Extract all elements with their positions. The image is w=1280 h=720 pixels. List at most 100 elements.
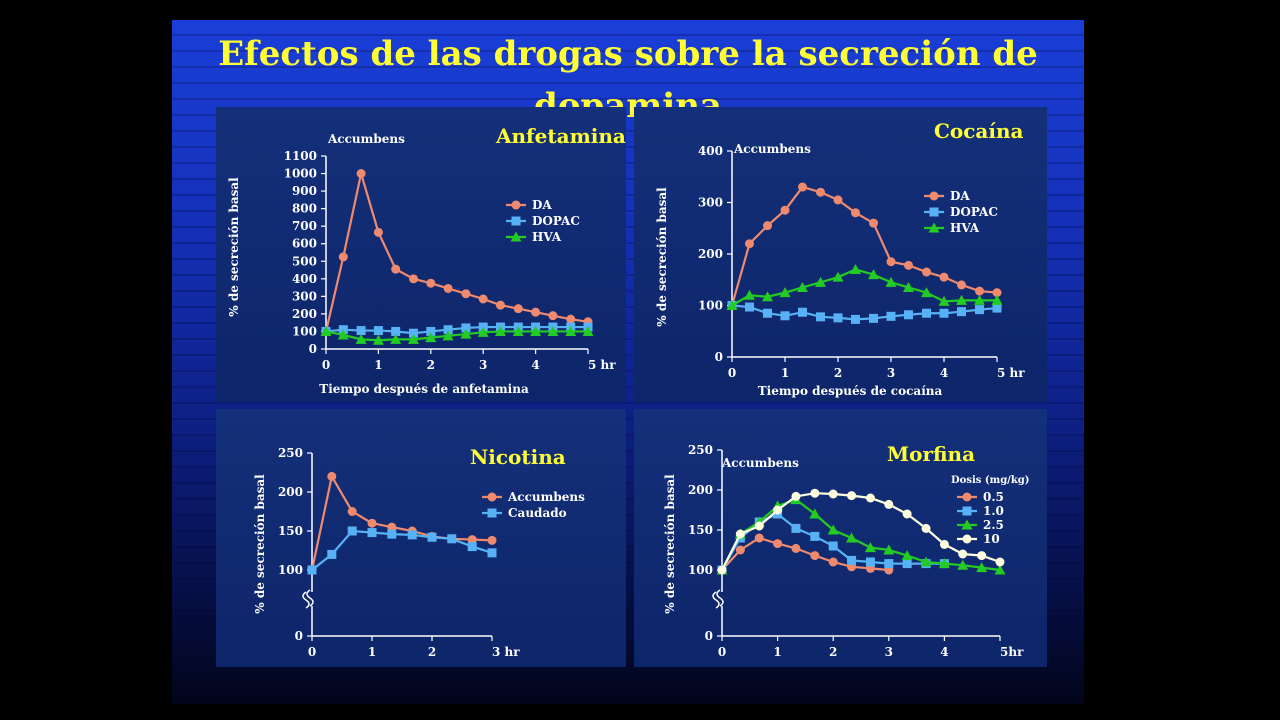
legend-marker bbox=[929, 191, 939, 201]
series-line-dopac bbox=[325, 325, 588, 335]
data-point bbox=[495, 300, 505, 310]
data-point bbox=[791, 491, 801, 501]
y-tick-label: 900 bbox=[292, 184, 317, 198]
y-tick-label: 0 bbox=[295, 629, 303, 643]
data-point bbox=[356, 326, 366, 336]
series-line-0-5 bbox=[721, 536, 889, 572]
data-point bbox=[327, 549, 337, 559]
x-tick-label: 0 bbox=[308, 645, 316, 659]
legend-label: HVA bbox=[950, 221, 980, 235]
data-point bbox=[938, 558, 950, 569]
y-tick-label: 600 bbox=[292, 237, 317, 251]
data-point bbox=[884, 559, 894, 569]
slide-title-line1: Efectos de las drogas sobre la secreción… bbox=[218, 34, 1038, 74]
data-point bbox=[809, 508, 821, 519]
data-point bbox=[902, 559, 912, 569]
data-point bbox=[408, 333, 420, 344]
data-point bbox=[994, 564, 1006, 575]
data-point bbox=[922, 267, 932, 277]
y-tick-label: 0 bbox=[715, 350, 723, 364]
data-point bbox=[902, 281, 914, 292]
data-point bbox=[886, 311, 896, 321]
y-tick-label: 150 bbox=[688, 523, 713, 537]
data-point bbox=[780, 205, 790, 215]
data-point bbox=[902, 509, 912, 519]
legend-label: 10 bbox=[983, 532, 1000, 546]
data-point bbox=[847, 491, 857, 501]
data-point bbox=[977, 551, 987, 561]
chart-panel-morfina: MorfinaAccumbens0100150200250012345hrTie… bbox=[634, 409, 1047, 667]
data-point bbox=[373, 227, 383, 237]
data-point bbox=[442, 330, 454, 341]
region-label: Accumbens bbox=[721, 456, 799, 470]
axis-break-mark bbox=[712, 591, 720, 609]
data-point bbox=[390, 333, 402, 344]
data-point bbox=[387, 529, 397, 539]
legend-marker bbox=[928, 222, 940, 233]
data-point bbox=[478, 294, 488, 304]
data-point bbox=[773, 539, 783, 549]
legend-marker bbox=[962, 492, 972, 502]
y-tick-label: 300 bbox=[698, 196, 723, 210]
series-line-accumbens bbox=[310, 473, 493, 571]
data-point bbox=[426, 278, 436, 288]
y-tick-label: 100 bbox=[688, 563, 713, 577]
data-point bbox=[347, 507, 357, 516]
data-point bbox=[487, 535, 497, 545]
y-tick-label: 200 bbox=[278, 485, 303, 499]
y-tick-label: 100 bbox=[292, 324, 317, 338]
data-point bbox=[847, 555, 857, 565]
legend-label: Accumbens bbox=[507, 490, 585, 504]
axis-break-mark bbox=[716, 589, 724, 607]
data-point bbox=[427, 532, 437, 542]
data-point bbox=[338, 252, 348, 262]
data-point bbox=[773, 505, 783, 515]
data-point bbox=[869, 218, 879, 228]
x-axis-label: Tiempo después de cocaína bbox=[758, 384, 943, 398]
y-tick-label: 1100 bbox=[284, 149, 317, 163]
data-point bbox=[461, 289, 471, 299]
x-tick-label: 4 bbox=[940, 645, 948, 659]
data-point bbox=[865, 557, 875, 567]
data-point bbox=[869, 313, 879, 323]
data-point bbox=[828, 557, 838, 567]
legend-marker bbox=[961, 519, 973, 530]
y-tick-label: 1000 bbox=[284, 167, 317, 181]
data-point bbox=[995, 557, 1005, 567]
data-point bbox=[958, 549, 968, 559]
data-point bbox=[833, 313, 843, 323]
data-point bbox=[868, 269, 880, 280]
y-tick-label: 200 bbox=[292, 307, 317, 321]
data-point bbox=[827, 524, 839, 535]
data-point bbox=[780, 311, 790, 321]
data-point bbox=[992, 303, 1002, 313]
y-tick-label: 150 bbox=[278, 524, 303, 538]
data-point bbox=[477, 326, 489, 337]
y-tick-label: 500 bbox=[292, 254, 317, 268]
data-point bbox=[779, 287, 791, 298]
chart-panel-cocaina: Cocaína Accumbens 0 100 200 300 400 0 1 2 3 4 5 hr Ti… bbox=[634, 107, 1047, 402]
data-point bbox=[850, 314, 860, 324]
data-point bbox=[327, 471, 337, 481]
chart-title: Cocaína bbox=[934, 119, 1024, 143]
series-line-da bbox=[730, 185, 998, 306]
data-point bbox=[955, 294, 967, 305]
y-axis-label: % de secreción basal bbox=[663, 474, 677, 614]
data-point bbox=[425, 332, 437, 343]
data-point bbox=[726, 300, 738, 310]
data-point bbox=[975, 305, 985, 315]
legend-label: 2.5 bbox=[983, 518, 1004, 532]
data-point bbox=[717, 565, 727, 575]
legend-label: 0.5 bbox=[983, 490, 1004, 504]
data-point bbox=[846, 532, 858, 543]
legend-label: DA bbox=[950, 189, 970, 203]
chart-title: Nicotina bbox=[470, 445, 566, 469]
x-tick-label: 3 bbox=[479, 358, 487, 372]
data-point bbox=[828, 541, 838, 551]
legend-marker bbox=[929, 207, 939, 217]
legend-marker bbox=[511, 200, 521, 210]
legend-label: Caudado bbox=[508, 506, 567, 520]
x-tick-label: 2 bbox=[834, 366, 842, 380]
x-tick-label: 4 bbox=[940, 366, 948, 380]
